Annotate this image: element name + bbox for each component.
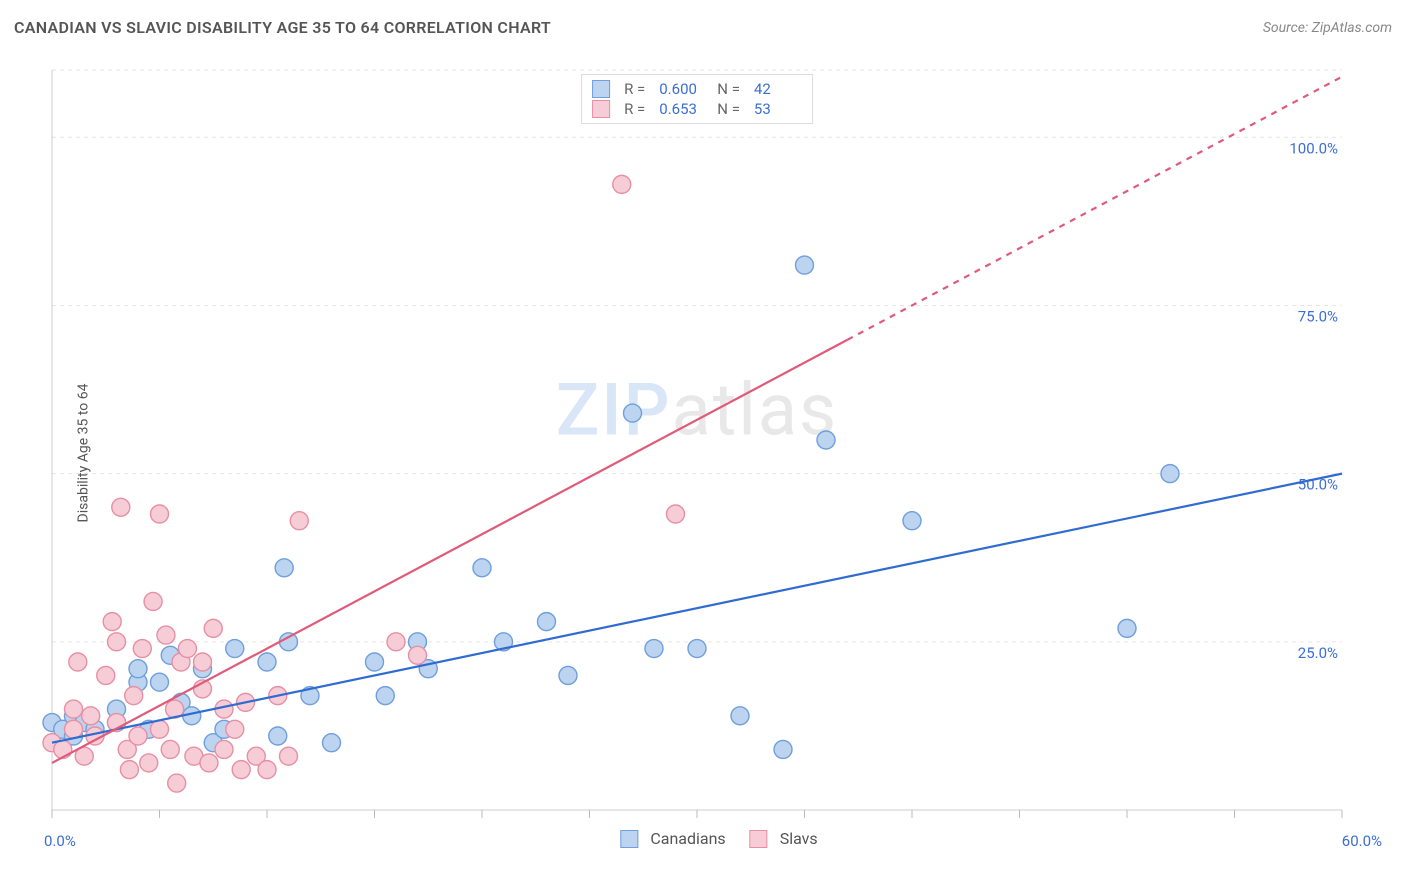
scatter-point xyxy=(667,505,685,523)
scatter-point xyxy=(133,640,151,658)
scatter-point xyxy=(645,640,663,658)
trend-line xyxy=(52,340,848,763)
scatter-point xyxy=(144,592,162,610)
scatter-point xyxy=(151,720,169,738)
scatter-point xyxy=(624,404,642,422)
trend-line xyxy=(52,474,1342,743)
swatch-icon xyxy=(750,830,768,848)
scatter-point xyxy=(258,761,276,779)
scatter-point xyxy=(473,559,491,577)
scatter-plot-svg: 25.0%50.0%75.0%100.0% xyxy=(52,70,1342,810)
scatter-point xyxy=(387,633,405,651)
r-value: 0.600 xyxy=(659,80,707,98)
scatter-point xyxy=(103,613,121,631)
scatter-point xyxy=(559,666,577,684)
scatter-point xyxy=(65,720,83,738)
scatter-point xyxy=(269,727,287,745)
scatter-point xyxy=(65,700,83,718)
scatter-point xyxy=(275,559,293,577)
scatter-point xyxy=(1118,619,1136,637)
scatter-point xyxy=(613,175,631,193)
scatter-point xyxy=(125,687,143,705)
y-tick-label: 100.0% xyxy=(1289,139,1338,157)
y-tick-label: 75.0% xyxy=(1298,307,1338,325)
scatter-point xyxy=(817,431,835,449)
scatter-point xyxy=(157,626,175,644)
scatter-point xyxy=(366,653,384,671)
scatter-point xyxy=(200,754,218,772)
r-label: R = xyxy=(624,100,645,118)
scatter-point xyxy=(290,512,308,530)
scatter-point xyxy=(194,653,212,671)
scatter-point xyxy=(178,640,196,658)
scatter-point xyxy=(903,512,921,530)
scatter-point xyxy=(129,727,147,745)
scatter-point xyxy=(108,633,126,651)
scatter-point xyxy=(280,633,298,651)
legend-stats-row: R = 0.600 N = 42 xyxy=(592,79,802,99)
scatter-point xyxy=(376,687,394,705)
scatter-point xyxy=(538,613,556,631)
scatter-point xyxy=(215,740,233,758)
scatter-point xyxy=(69,653,87,671)
n-value: 53 xyxy=(754,100,802,118)
scatter-point xyxy=(232,761,250,779)
scatter-point xyxy=(204,619,222,637)
r-value: 0.653 xyxy=(659,100,707,118)
scatter-point xyxy=(796,256,814,274)
legend-item: Slavs xyxy=(750,829,818,848)
source-credit: Source: ZipAtlas.com xyxy=(1263,20,1392,36)
scatter-point xyxy=(120,761,138,779)
scatter-point xyxy=(97,666,115,684)
scatter-point xyxy=(82,707,100,725)
x-tick-label: 0.0% xyxy=(44,832,76,850)
scatter-point xyxy=(280,747,298,765)
scatter-point xyxy=(140,754,158,772)
scatter-point xyxy=(688,640,706,658)
n-label: N = xyxy=(717,100,740,118)
scatter-point xyxy=(226,640,244,658)
swatch-icon xyxy=(592,80,610,98)
legend-series: Canadians Slavs xyxy=(620,829,817,848)
swatch-icon xyxy=(620,830,638,848)
scatter-point xyxy=(1161,465,1179,483)
swatch-icon xyxy=(592,100,610,118)
scatter-point xyxy=(161,740,179,758)
n-label: N = xyxy=(717,80,740,98)
header: CANADIAN VS SLAVIC DISABILITY AGE 35 TO … xyxy=(14,18,1392,37)
scatter-point xyxy=(774,740,792,758)
scatter-point xyxy=(168,774,186,792)
trend-line-dashed xyxy=(848,77,1343,340)
legend-label: Canadians xyxy=(650,829,725,848)
y-tick-label: 25.0% xyxy=(1298,644,1338,662)
page-title: CANADIAN VS SLAVIC DISABILITY AGE 35 TO … xyxy=(14,18,551,37)
scatter-point xyxy=(409,646,427,664)
chart-container: Disability Age 35 to 64 ZIPatlas 25.0%50… xyxy=(42,58,1396,848)
scatter-point xyxy=(151,505,169,523)
scatter-point xyxy=(731,707,749,725)
scatter-point xyxy=(54,740,72,758)
scatter-point xyxy=(258,653,276,671)
scatter-point xyxy=(323,734,341,752)
legend-stats-row: R = 0.653 N = 53 xyxy=(592,99,802,119)
scatter-point xyxy=(112,498,130,516)
legend-stats: R = 0.600 N = 42 R = 0.653 N = 53 xyxy=(581,74,813,124)
plot-area: ZIPatlas 25.0%50.0%75.0%100.0% R = 0.600… xyxy=(52,70,1342,810)
scatter-point xyxy=(151,673,169,691)
x-tick-label: 60.0% xyxy=(1342,832,1382,850)
n-value: 42 xyxy=(754,80,802,98)
legend-label: Slavs xyxy=(780,829,818,848)
scatter-point xyxy=(226,720,244,738)
r-label: R = xyxy=(624,80,645,98)
legend-item: Canadians xyxy=(620,829,725,848)
scatter-point xyxy=(129,660,147,678)
